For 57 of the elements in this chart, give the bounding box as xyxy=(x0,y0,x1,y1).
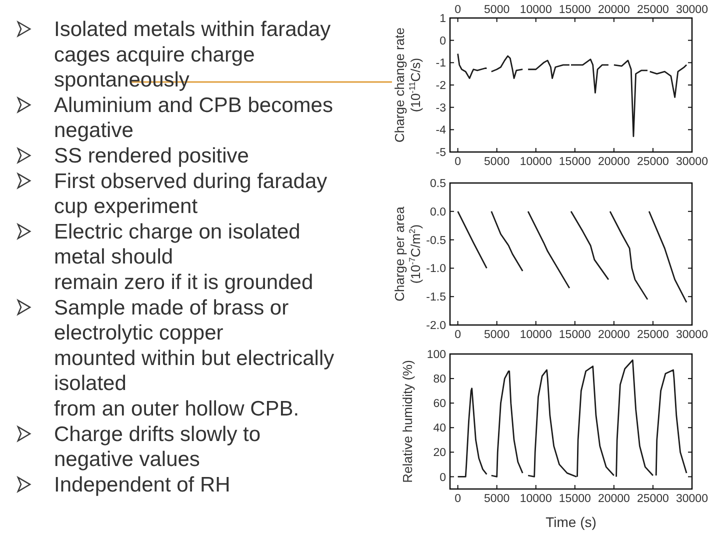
x-tick-label: 30000 xyxy=(676,329,708,341)
x-tick-label: 15000 xyxy=(558,493,591,505)
x-tick-label: 5000 xyxy=(484,329,510,341)
x-tick-label: 10000 xyxy=(520,4,552,16)
y-axis-title: Relative humidity (%) xyxy=(400,360,415,483)
x-tick-label: 0 xyxy=(454,4,462,16)
text: Charge drifts slowly to negative values xyxy=(54,422,261,472)
text: First observed during faraday cup experiment xyxy=(54,170,328,218)
text: Electric charge on isolated metal should remain zero if it is grounded xyxy=(54,220,314,294)
y-tick-label: 0 xyxy=(440,35,446,48)
x-axis-title: Time (s) xyxy=(546,514,596,530)
y-tick-label: -1 xyxy=(436,58,446,70)
x-tick-label: 30000 xyxy=(676,4,708,16)
x-tick-label: 15000 xyxy=(558,4,591,16)
x-tick-label: 0 xyxy=(454,493,462,505)
x-tick-label: 25000 xyxy=(636,4,669,16)
x-tick-label: 20000 xyxy=(598,493,630,505)
x-tick-label: 10000 xyxy=(520,329,552,341)
y-tick-label: -2.0 xyxy=(426,320,446,332)
x-tick-label: 15000 xyxy=(558,329,591,341)
y-tick-label: -5 xyxy=(436,147,446,160)
x-tick-label: 20000 xyxy=(598,4,630,16)
x2-tick-label: 30000 xyxy=(676,156,708,168)
x2-tick-label: 10000 xyxy=(520,156,552,168)
y-tick-label: 1 xyxy=(440,13,446,26)
y-tick-label: -4 xyxy=(436,124,447,137)
y-tick-label: 0.5 xyxy=(430,178,446,190)
x-tick-label: 5000 xyxy=(484,493,510,505)
y-tick-label: 60 xyxy=(433,398,446,410)
x-tick-label: 30000 xyxy=(676,493,708,505)
y-tick-label: 0 xyxy=(440,472,446,484)
x2-tick-label: 25000 xyxy=(636,156,669,168)
y-tick-label: 40 xyxy=(433,422,446,435)
text: SS rendered positive xyxy=(54,144,249,168)
y-tick-label: -1.5 xyxy=(426,292,446,304)
text: Independent of RH xyxy=(54,473,230,496)
x-tick-label: 25000 xyxy=(636,329,669,341)
y-tick-label: 100 xyxy=(426,349,446,362)
x-tick-label: 20000 xyxy=(598,329,630,341)
y-tick-label: 20 xyxy=(433,447,446,460)
text: Aluminium and CPB becomes negative xyxy=(54,94,333,142)
y-tick-label: -3 xyxy=(436,102,446,114)
x-tick-label: 25000 xyxy=(636,493,669,505)
x2-tick-label: 15000 xyxy=(558,156,591,168)
text: Sample made of brass or electrolytic copper mounted within but electrically isolated from an outer hollow CPB. xyxy=(54,296,335,420)
x2-tick-label: 5000 xyxy=(484,156,510,168)
x-tick-label: 5000 xyxy=(484,4,510,16)
x2-tick-label: 20000 xyxy=(598,156,630,168)
y-tick-label: 0.0 xyxy=(430,206,446,218)
y-tick-label: -1.0 xyxy=(426,263,446,276)
y-tick-label: -2 xyxy=(436,80,446,92)
x-tick-label: 10000 xyxy=(520,493,552,505)
text: Isolated metals within faraday cages acquire charge spontaneously xyxy=(54,18,332,92)
y-tick-label: 80 xyxy=(433,374,446,386)
y-tick-label: -0.5 xyxy=(426,234,446,247)
x-tick-label: 0 xyxy=(454,329,462,341)
x2-tick-label: 0 xyxy=(454,156,462,168)
